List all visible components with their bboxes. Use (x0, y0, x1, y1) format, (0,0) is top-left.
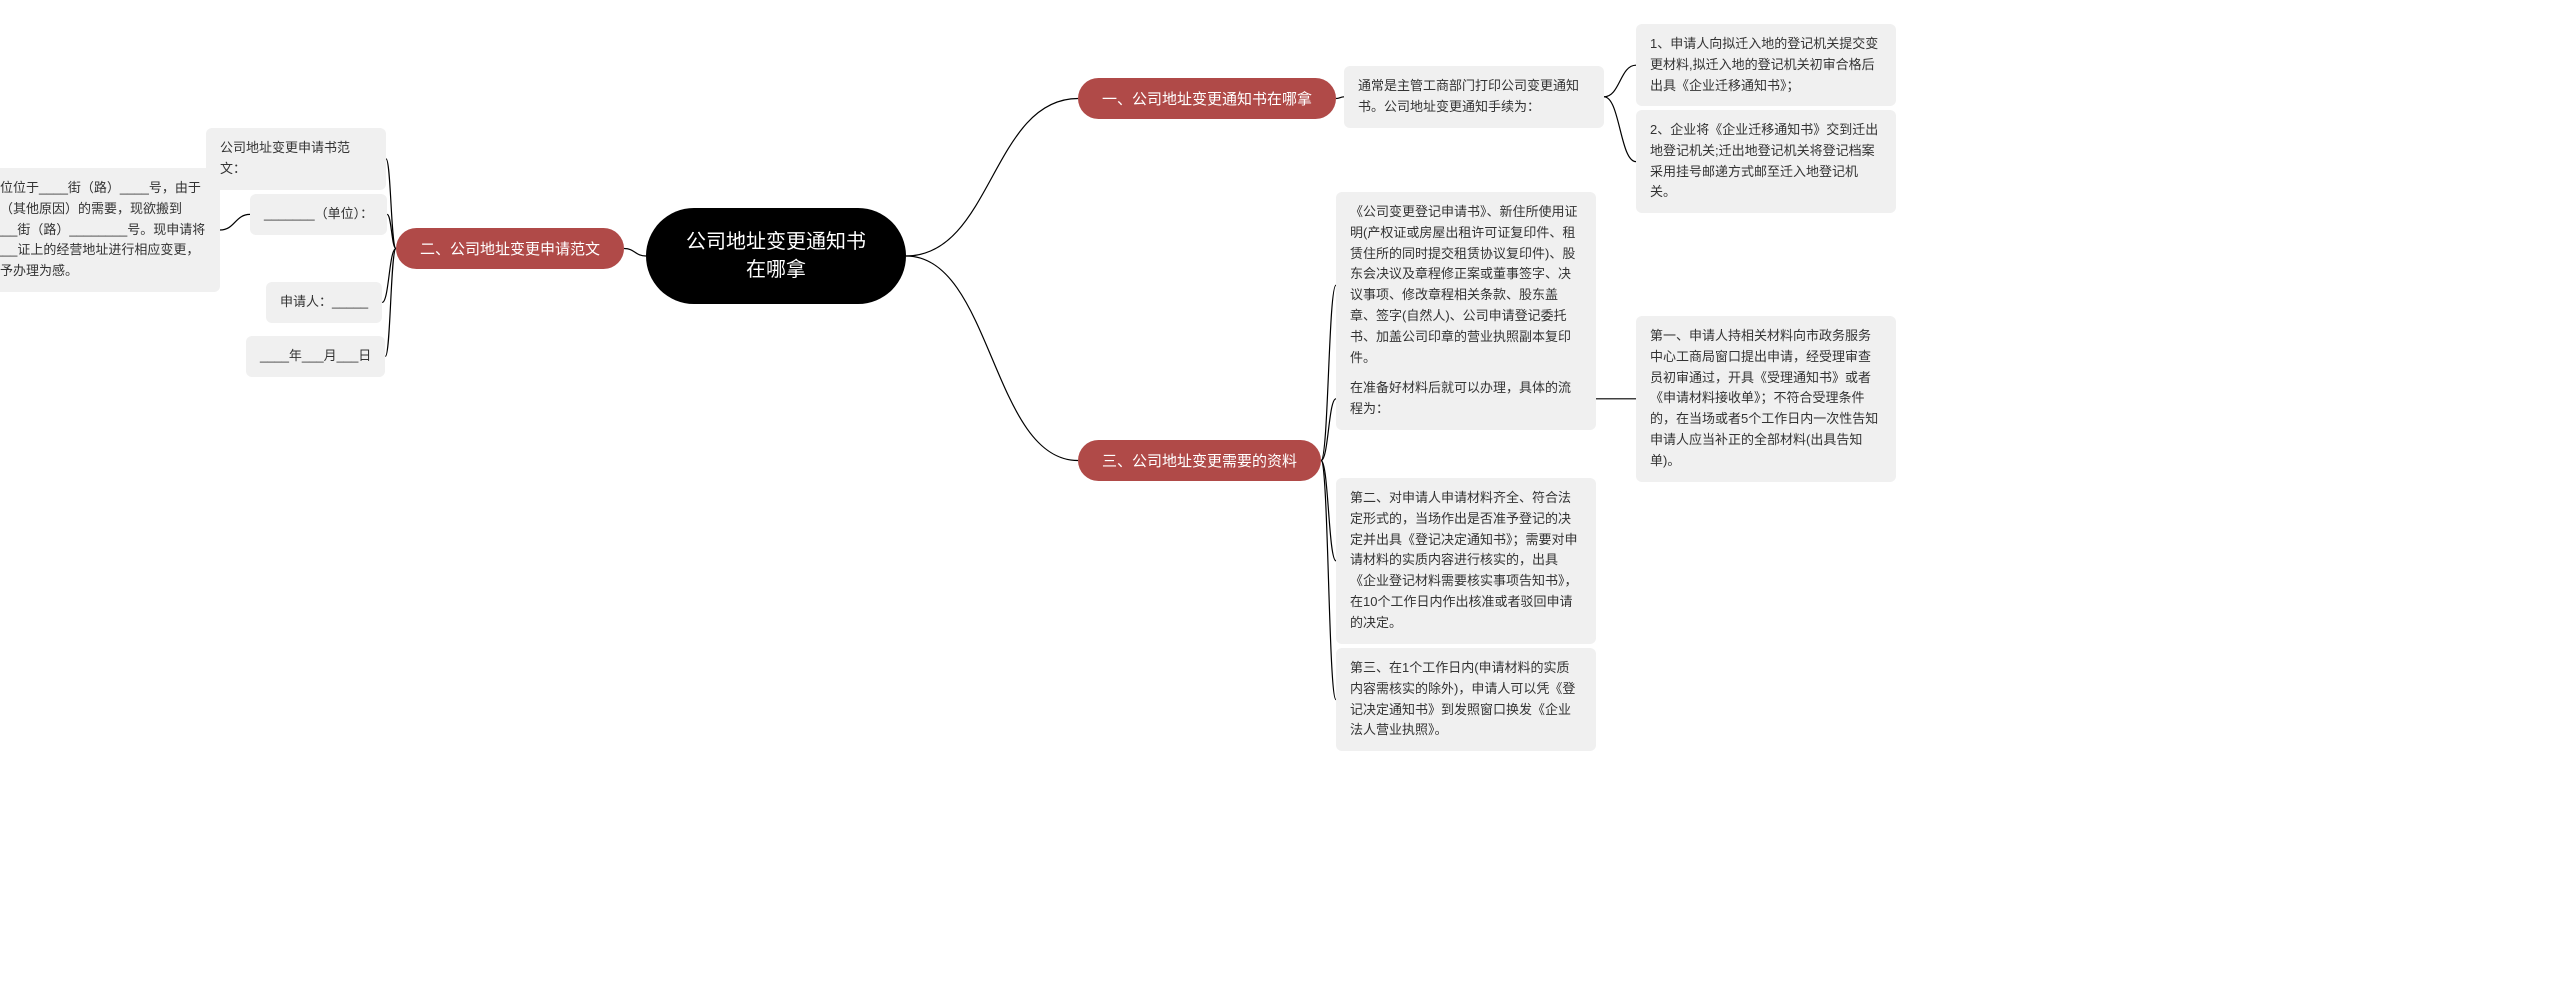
branch-section-3: 三、公司地址变更需要的资料 (1078, 440, 1321, 481)
leaf-b3c1: 《公司变更登记申请书》、新住所使用证明(产权证或房屋出租许可证复印件、租赁住所的… (1336, 192, 1596, 378)
leaf-b2c2: _______（单位）： (250, 194, 387, 235)
leaf-b2c3: 申请人：_____ (266, 282, 382, 323)
leaf-b3c2a: 第一、申请人持相关材料向市政务服务中心工商局窗口提出申请，经受理审查员初审通过，… (1636, 316, 1896, 482)
leaf-b1c1b: 2、企业将《企业迁移通知书》交到迁出地登记机关;迁出地登记机关将登记档案采用挂号… (1636, 110, 1896, 213)
branch-section-2: 二、公司地址变更申请范文 (396, 228, 624, 269)
leaf-b1c1a: 1、申请人向拟迁入地的登记机关提交变更材料,拟迁入地的登记机关初审合格后出具《企… (1636, 24, 1896, 106)
leaf-b2c4: ____年___月___日 (246, 336, 385, 377)
leaf-b3c2: 在准备好材料后就可以办理，具体的流程为： (1336, 368, 1596, 430)
leaf-b1c1: 通常是主管工商部门打印公司变更通知书。公司地址变更通知手续为： (1344, 66, 1604, 128)
leaf-b2c1: 公司地址变更申请书范文： (206, 128, 386, 190)
leaf-b3c3: 第二、对申请人申请材料齐全、符合法定形式的，当场作出是否准予登记的决定并出具《登… (1336, 478, 1596, 644)
leaf-b2c2a: 我单位位于____街（路）____号，由于经营（其他原因）的需要，现欲搬到___… (0, 168, 220, 292)
root-node: 公司地址变更通知书在哪拿 (646, 208, 906, 304)
leaf-b3c4: 第三、在1个工作日内(申请材料的实质内容需核实的除外)，申请人可以凭《登记决定通… (1336, 648, 1596, 751)
branch-section-1: 一、公司地址变更通知书在哪拿 (1078, 78, 1336, 119)
